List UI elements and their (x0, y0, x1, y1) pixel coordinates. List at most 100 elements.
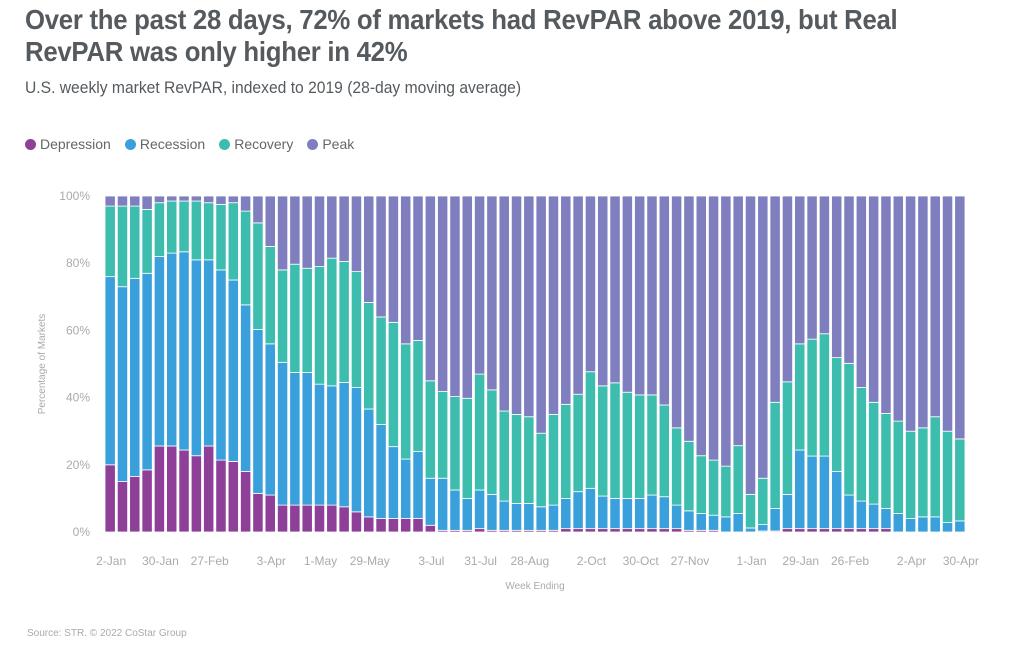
bar-recovery (264, 245, 276, 345)
bar-recovery (313, 266, 326, 385)
bar-peak (560, 195, 572, 405)
bar-recession (831, 471, 843, 530)
bar-depression (474, 528, 486, 533)
bar-peak (461, 195, 473, 399)
bar-peak (498, 195, 510, 412)
bar-recovery (116, 205, 129, 288)
bar-depression (806, 528, 818, 533)
legend-label: Recession (139, 136, 206, 152)
bar-recession (634, 497, 646, 530)
legend-item-peak[interactable]: Peak (307, 136, 354, 152)
bar-recovery (671, 427, 683, 506)
y-tick-label: 0% (73, 525, 91, 539)
bar-recovery (868, 401, 880, 505)
bar-peak (868, 195, 880, 403)
bar-recovery (338, 261, 350, 383)
bar-depression (880, 528, 892, 533)
bar-recession (744, 527, 757, 533)
bar-peak (929, 195, 941, 418)
bar-peak (350, 195, 362, 272)
bar-recovery (215, 203, 227, 271)
bar-recovery (597, 385, 609, 497)
bar-peak (178, 195, 190, 202)
bar-peak (523, 195, 535, 418)
x-tick-label: 30-Oct (623, 554, 660, 568)
bar-peak (153, 195, 165, 204)
bar-peak (720, 195, 732, 467)
bar-depression (831, 528, 843, 533)
bar-recession (240, 304, 252, 472)
bar-depression (363, 516, 375, 533)
bar-peak (203, 195, 215, 204)
bar-recession (104, 276, 116, 466)
bar-recovery (695, 455, 707, 514)
bar-recovery (227, 202, 239, 281)
chart-subtitle: U.S. weekly market RevPAR, indexed to 20… (25, 78, 522, 97)
bar-recession (621, 497, 633, 530)
bar-peak (375, 195, 387, 318)
bar-recession (412, 450, 424, 519)
bar-depression (375, 518, 387, 533)
x-tick-label: 2-Jan (96, 554, 126, 568)
legend-item-depression[interactable]: Depression (25, 136, 111, 152)
bar-peak (892, 195, 904, 422)
bar-peak (769, 195, 781, 403)
legend-item-recovery[interactable]: Recovery (219, 136, 293, 152)
bar-recovery (240, 210, 252, 306)
bar-recession (868, 503, 880, 530)
bar-recovery (178, 200, 190, 253)
bar-recession (954, 520, 966, 533)
bar-peak (240, 195, 252, 212)
bar-peak (535, 195, 547, 434)
bar-recession (215, 269, 227, 461)
y-tick-label: 100% (59, 189, 90, 203)
bar-depression (289, 504, 301, 533)
bar-recession (695, 513, 707, 531)
bar-peak (424, 195, 436, 382)
bar-depression (215, 459, 227, 533)
legend: Depression Recession Recovery Peak (25, 136, 354, 152)
bar-depression (301, 504, 313, 533)
x-tick-label: 27-Feb (191, 554, 229, 568)
bar-recession (671, 504, 683, 530)
bar-recession (276, 361, 289, 506)
bar-recession (905, 518, 917, 533)
legend-item-recession[interactable]: Recession (124, 136, 206, 152)
bar-recession (400, 458, 412, 519)
bar-recession (424, 477, 436, 526)
bar-recession (338, 382, 350, 508)
bar-recession (474, 489, 486, 530)
bar-peak (338, 195, 350, 262)
bar-recession (929, 516, 941, 533)
bar-peak (264, 195, 276, 247)
bar-peak (572, 195, 584, 395)
bar-recession (301, 371, 313, 506)
bar-peak (141, 195, 153, 210)
x-tick-label: 1-Jan (736, 554, 766, 568)
bar-peak (129, 195, 141, 207)
x-tick-label: 2-Oct (577, 554, 607, 568)
x-tick-label: 30-Apr (943, 554, 979, 568)
bar-recovery (941, 430, 954, 523)
bar-recession (708, 514, 720, 531)
bar-depression (153, 445, 165, 533)
bar-recession (658, 496, 670, 530)
bar-recession (523, 503, 535, 531)
bar-recovery (412, 340, 424, 452)
bar-depression (609, 528, 621, 533)
bar-recovery (141, 209, 153, 274)
x-tick-label: 2-Apr (897, 554, 926, 568)
bar-recession (449, 489, 461, 531)
bar-depression (781, 528, 793, 533)
bar-peak (474, 195, 486, 375)
bar-peak (547, 195, 560, 415)
legend-swatch (307, 138, 319, 150)
bar-depression (400, 518, 412, 533)
bar-peak (695, 195, 707, 457)
bar-recovery (560, 403, 572, 499)
bar-peak (634, 195, 646, 396)
bar-depression (646, 528, 658, 533)
bar-depression (671, 528, 683, 533)
bar-recession (141, 272, 153, 471)
